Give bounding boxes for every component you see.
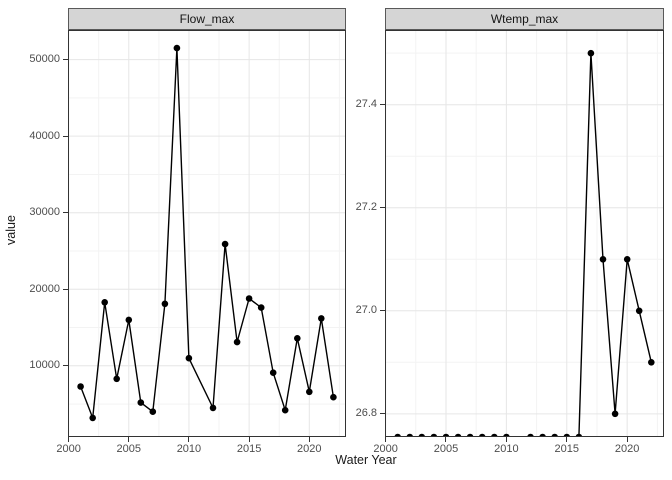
y-tick-label: 27.2 — [355, 201, 377, 214]
y-tick-label: 30000 — [29, 206, 60, 219]
y-tick-label: 26.8 — [355, 407, 377, 420]
data-point — [281, 406, 289, 414]
data-line — [397, 53, 652, 437]
y-tick-mark — [380, 413, 385, 415]
data-point — [209, 404, 217, 412]
data-point — [623, 256, 631, 263]
x-tick-mark — [308, 437, 310, 442]
x-tick-mark — [505, 437, 507, 442]
panel-border — [385, 30, 664, 437]
data-point — [101, 299, 108, 306]
data-point — [648, 359, 655, 366]
y-tick-mark — [380, 207, 385, 209]
data-point — [173, 44, 181, 52]
data-point — [257, 304, 265, 311]
x-tick-label: 2010 — [494, 443, 519, 455]
wtemp-max-plot-svg — [385, 30, 664, 437]
x-tick-label: 2020 — [297, 443, 322, 455]
data-point — [89, 414, 96, 422]
y-tick-mark — [63, 212, 68, 214]
data-point — [269, 369, 277, 377]
y-tick-label: 10000 — [29, 359, 60, 372]
y-tick-mark — [63, 135, 68, 137]
data-point — [294, 335, 301, 342]
y-axis-title: value — [2, 178, 19, 282]
x-tick-mark — [385, 437, 387, 442]
x-tick-mark — [445, 437, 447, 442]
x-tick-label: 2010 — [176, 443, 202, 455]
x-tick-label: 2005 — [433, 443, 459, 455]
data-point — [77, 383, 84, 390]
y-axis-title-text: value — [3, 215, 18, 245]
data-point — [221, 240, 229, 248]
data-point — [330, 393, 337, 401]
y-tick-label: 40000 — [29, 129, 60, 142]
flow-max-plot-svg — [68, 30, 346, 437]
facet-strip-label: Wtemp_max — [490, 12, 559, 26]
x-tick-label: 2000 — [56, 443, 81, 455]
x-tick-mark — [626, 437, 628, 442]
data-point — [599, 256, 607, 263]
data-point — [149, 408, 157, 416]
data-point — [185, 354, 193, 362]
x-tick-mark — [248, 437, 250, 442]
x-tick-label: 2005 — [116, 443, 141, 455]
panel-border — [68, 30, 346, 437]
y-tick-label: 50000 — [29, 53, 60, 66]
y-tick-label: 27.0 — [355, 304, 377, 317]
x-tick-mark — [68, 437, 70, 442]
plot-panel-flow-max — [68, 30, 346, 437]
panel-background — [68, 30, 346, 437]
data-point — [318, 315, 325, 322]
panel-background — [385, 30, 664, 437]
data-point — [113, 375, 120, 383]
x-tick-label: 2015 — [554, 443, 579, 455]
y-tick-mark — [63, 288, 68, 290]
data-point — [137, 399, 145, 406]
facet-strip-wtemp-max: Wtemp_max — [385, 8, 664, 30]
x-tick-mark — [188, 437, 190, 442]
data-point — [306, 388, 313, 396]
data-point — [611, 410, 619, 418]
y-tick-mark — [63, 59, 68, 61]
data-point — [125, 316, 133, 324]
x-tick-label: 2020 — [614, 443, 640, 455]
y-tick-label: 27.4 — [355, 98, 377, 111]
y-tick-label: 20000 — [29, 282, 60, 295]
facet-strip-label: Flow_max — [179, 12, 235, 26]
data-point — [587, 49, 595, 57]
data-point — [245, 295, 253, 302]
data-point — [233, 338, 241, 346]
plot-panel-wtemp-max — [385, 30, 664, 437]
data-point — [161, 300, 169, 308]
x-tick-mark — [128, 437, 130, 442]
data-point — [635, 307, 643, 315]
x-tick-mark — [566, 437, 568, 442]
facet-strip-flow-max: Flow_max — [68, 8, 346, 30]
y-tick-mark — [380, 310, 385, 312]
y-tick-mark — [63, 365, 68, 367]
y-tick-mark — [380, 104, 385, 106]
x-axis-title: Water Year — [335, 453, 397, 467]
x-tick-label: 2015 — [236, 443, 262, 455]
x-tick-label: 2000 — [373, 443, 398, 455]
